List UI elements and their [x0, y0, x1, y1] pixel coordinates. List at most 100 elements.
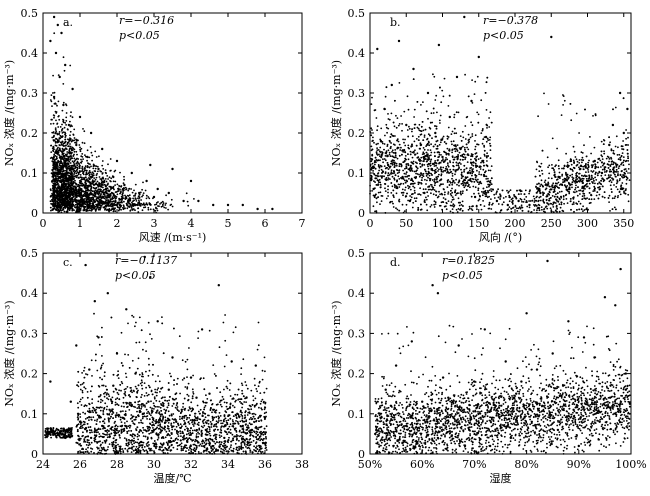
- scatter-point: [623, 159, 625, 162]
- scatter-point: [449, 160, 451, 162]
- scatter-point: [384, 95, 387, 98]
- scatter-point: [112, 185, 115, 188]
- scatter-point: [119, 201, 122, 204]
- scatter-point: [142, 194, 144, 197]
- scatter-point: [410, 196, 413, 199]
- scatter-point: [135, 200, 138, 202]
- scatter-point: [71, 204, 73, 206]
- scatter-point: [541, 191, 544, 194]
- scatter-point: [433, 165, 436, 167]
- scatter-point: [439, 166, 442, 169]
- scatter-point: [376, 201, 378, 204]
- scatter-point: [120, 185, 123, 187]
- scatter-point: [542, 194, 544, 196]
- scatter-point: [91, 180, 94, 183]
- scatter-point: [467, 95, 470, 98]
- scatter-point: [53, 116, 55, 119]
- scatter-point: [108, 201, 111, 203]
- scatter-point: [402, 194, 404, 197]
- scatter-point: [558, 210, 561, 213]
- scatter-point: [122, 208, 125, 211]
- scatter-point: [442, 158, 444, 161]
- scatter-point: [73, 169, 76, 172]
- scatter-point: [54, 144, 57, 147]
- scatter-point: [136, 204, 139, 207]
- scatter-point: [113, 193, 115, 196]
- scatter-point: [414, 123, 417, 126]
- scatter-point: [460, 171, 463, 174]
- scatter-point: [85, 171, 88, 174]
- scatter-point: [425, 196, 427, 199]
- scatter-point: [552, 211, 555, 213]
- scatter-point: [397, 124, 400, 127]
- scatter-point: [87, 195, 90, 198]
- scatter-point: [420, 156, 423, 159]
- scatter-point: [472, 168, 474, 170]
- scatter-point: [70, 171, 73, 174]
- scatter-point: [429, 164, 432, 167]
- scatter-point: [453, 144, 455, 147]
- scatter-point: [446, 179, 449, 182]
- scatter-point: [67, 204, 70, 207]
- scatter-point: [476, 169, 478, 172]
- scatter-point: [71, 192, 74, 195]
- scatter-point: [109, 194, 112, 196]
- scatter-point: [56, 181, 59, 183]
- scatter-point: [451, 130, 454, 133]
- scatter-point: [100, 181, 103, 184]
- scatter-point: [387, 177, 390, 180]
- scatter-point: [486, 165, 489, 168]
- scatter-point: [523, 198, 526, 201]
- scatter-point: [73, 137, 76, 139]
- scatter-point: [448, 149, 451, 152]
- scatter-point: [611, 197, 614, 200]
- scatter-point: [59, 206, 62, 209]
- scatter-point: [442, 183, 444, 186]
- scatter-point: [102, 176, 104, 179]
- scatter-point: [429, 205, 432, 208]
- scatter-point: [90, 185, 92, 187]
- data-point: [58, 75, 61, 79]
- scatter-point: [621, 175, 623, 178]
- scatter-point: [555, 193, 557, 196]
- scatter-point: [391, 151, 393, 153]
- scatter-point: [388, 151, 391, 154]
- scatter-point: [442, 188, 445, 190]
- scatter-point: [430, 112, 433, 115]
- scatter-point: [479, 157, 482, 160]
- scatter-point: [80, 205, 83, 208]
- scatter-point: [580, 159, 583, 161]
- scatter-point: [383, 143, 386, 145]
- scatter-point: [470, 167, 473, 169]
- data-point: [67, 123, 71, 127]
- scatter-point: [402, 151, 405, 153]
- scatter-point: [532, 195, 535, 198]
- scatter-point: [407, 108, 410, 111]
- scatter-point: [440, 101, 443, 104]
- scatter-point: [68, 195, 70, 198]
- scatter-point: [76, 185, 79, 188]
- scatter-point: [592, 115, 594, 117]
- scatter-point: [80, 200, 83, 203]
- scatter-point: [57, 126, 60, 128]
- scatter-point: [414, 200, 417, 203]
- scatter-point: [61, 129, 63, 131]
- scatter-point: [142, 192, 145, 195]
- scatter-point: [623, 168, 626, 171]
- scatter-point: [418, 173, 420, 176]
- scatter-point: [371, 148, 374, 151]
- scatter-point: [447, 105, 450, 107]
- scatter-point: [472, 178, 475, 181]
- scatter-point: [471, 133, 474, 135]
- scatter-point: [445, 202, 448, 205]
- scatter-point: [451, 143, 453, 146]
- scatter-point: [125, 202, 128, 205]
- scatter-point: [79, 150, 82, 153]
- scatter-point: [51, 118, 53, 121]
- scatter-point: [61, 178, 64, 181]
- scatter-point: [76, 200, 79, 202]
- scatter-point: [88, 156, 91, 159]
- scatter-point: [447, 152, 450, 155]
- scatter-point: [434, 99, 437, 101]
- scatter-point: [60, 158, 62, 161]
